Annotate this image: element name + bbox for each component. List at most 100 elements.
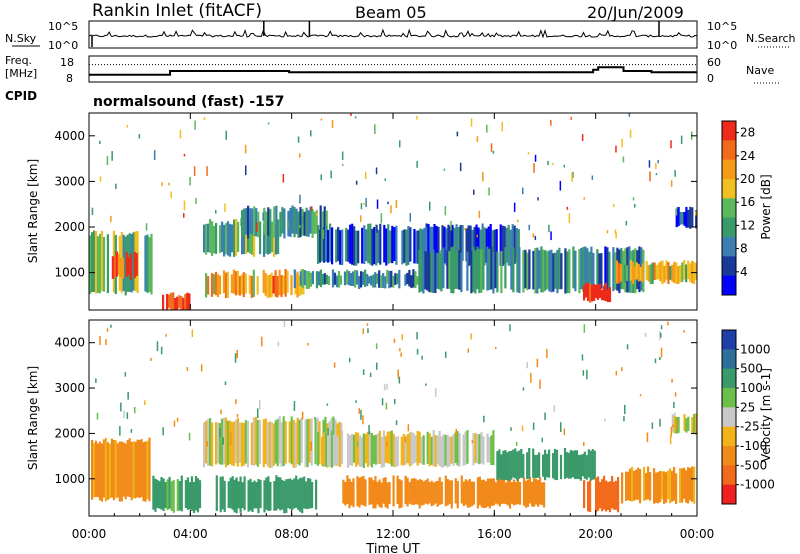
heatmap-cell <box>274 270 277 297</box>
heatmap-cell <box>553 448 557 480</box>
heatmap-speck <box>621 138 623 148</box>
heatmap-cell <box>587 481 590 512</box>
heatmap-speck <box>651 422 654 429</box>
heatmap-cell <box>675 262 678 284</box>
heatmap-speck <box>330 170 332 179</box>
heatmap-cell <box>410 432 413 466</box>
heatmap-cell <box>476 477 479 509</box>
heatmap-cell <box>446 250 449 289</box>
heatmap-cell <box>350 273 353 286</box>
heatmap-speck <box>384 178 386 181</box>
heatmap-speck <box>193 166 196 177</box>
heatmap-speck <box>380 213 383 224</box>
heatmap-speck <box>381 398 384 406</box>
heatmap-cell <box>465 228 468 262</box>
heatmap-speck <box>123 410 125 419</box>
heatmap-cell <box>319 205 322 238</box>
heatmap-speck <box>435 388 437 397</box>
heatmap-cell <box>414 435 417 463</box>
heatmap-cell <box>693 413 696 435</box>
heatmap-cell <box>305 481 308 509</box>
heatmap-cell <box>421 229 424 261</box>
heatmap-cell <box>488 248 491 290</box>
heatmap-speck <box>310 441 312 451</box>
heatmap-cell <box>372 480 375 509</box>
heatmap-speck <box>416 332 418 340</box>
heatmap-cell <box>307 271 310 289</box>
heatmap-speck <box>395 420 398 426</box>
heatmap-cell <box>420 436 423 464</box>
heatmap-cell <box>266 422 269 467</box>
heatmap-cell <box>683 467 686 499</box>
heatmap-speck <box>488 187 490 196</box>
heatmap-cell <box>526 252 529 291</box>
heatmap-speck <box>544 412 546 420</box>
heatmap-cell <box>412 433 415 464</box>
heatmap-speck <box>262 212 264 221</box>
heatmap-cell <box>283 208 286 239</box>
heatmap-cell <box>597 476 600 511</box>
heatmap-speck <box>660 325 663 330</box>
heatmap-cell <box>321 211 324 236</box>
heatmap-cell <box>293 207 296 238</box>
heatmap-cell <box>386 431 389 464</box>
heatmap-cell <box>289 207 292 237</box>
heatmap-cell <box>385 228 388 266</box>
heatmap-speck <box>299 194 301 204</box>
heatmap-cell <box>448 480 451 504</box>
colorbar-frame <box>721 120 737 296</box>
heatmap-cell <box>625 471 628 501</box>
heatmap-cell <box>240 274 243 295</box>
heatmap-cell <box>544 449 547 481</box>
heatmap-cell <box>487 226 490 264</box>
heatmap-cell <box>335 275 339 288</box>
heatmap-cell <box>474 250 477 294</box>
heatmap-cell <box>358 435 361 467</box>
heatmap-speck <box>513 202 516 212</box>
heatmap-cell <box>244 420 247 464</box>
heatmap-speck <box>667 321 669 326</box>
heatmap-cell <box>231 224 234 253</box>
heatmap-cell <box>679 211 682 225</box>
heatmap-speck <box>357 441 359 446</box>
heatmap-cell <box>507 224 510 266</box>
heatmap-speck <box>532 422 535 430</box>
heatmap-cell <box>440 250 443 292</box>
heatmap-cell <box>94 231 98 294</box>
heatmap-cell <box>611 475 614 509</box>
heatmap-cell <box>637 263 640 282</box>
heatmap-speck <box>316 212 318 216</box>
heatmap-speck <box>153 150 156 160</box>
heatmap-cell <box>447 224 450 263</box>
heatmap-speck <box>369 372 372 378</box>
heatmap-cell <box>428 482 431 504</box>
heatmap-cell <box>198 480 202 509</box>
heatmap-cell <box>633 470 636 501</box>
noise-left-tick-bottom: 10^0 <box>48 39 78 52</box>
heatmap-cell <box>242 272 245 298</box>
heatmap-cell <box>226 271 229 299</box>
heatmap-cell <box>108 443 111 499</box>
colorbar-swatch <box>722 426 736 447</box>
colorbar-tick-label: -100 <box>740 439 767 453</box>
heatmap-cell <box>263 224 266 257</box>
heatmap-speck <box>490 143 493 152</box>
heatmap-speck <box>130 429 133 433</box>
heatmap-cell <box>528 477 532 504</box>
heatmap-cell <box>418 249 421 293</box>
heatmap-speck <box>539 379 541 389</box>
heatmap-cell <box>364 434 367 464</box>
colorbar-tick-label: 16 <box>740 195 755 209</box>
heatmap-cell <box>291 479 294 510</box>
heatmap-cell <box>404 274 407 286</box>
heatmap-cell <box>517 229 520 263</box>
heatmap-cell <box>205 420 208 464</box>
heatmap-cell <box>506 452 509 481</box>
heatmap-cell <box>518 482 522 505</box>
heatmap-cell <box>669 468 672 504</box>
heatmap-cell <box>301 269 304 288</box>
heatmap-cell <box>528 249 531 290</box>
heatmap-cell <box>299 271 302 286</box>
heatmap-speck <box>261 336 263 347</box>
heatmap-cell <box>583 285 586 301</box>
